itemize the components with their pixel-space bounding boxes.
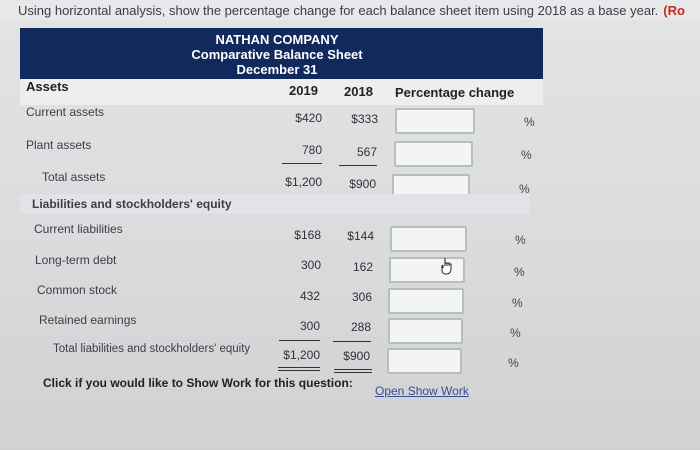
column-2019: 2019 [289, 83, 318, 98]
value-2019-common-stock: 432 [299, 289, 320, 303]
statement-header-band [20, 28, 543, 84]
row-label-total-assets: Total assets [42, 170, 106, 184]
value-2018-long-term-debt: 162 [352, 260, 373, 274]
pct-change-input-common-stock[interactable] [388, 288, 464, 314]
assets-heading: Assets [26, 79, 69, 94]
instruction-text: Using horizontal analysis, show the perc… [0, 0, 700, 20]
open-show-work-link[interactable]: Open Show Work [375, 384, 469, 398]
value-2018-plant-assets: 567 [356, 145, 377, 159]
value-2019-plant-assets: 780 [301, 143, 322, 157]
subtotal-rule-2019 [282, 163, 322, 164]
company-name: NATHAN COMPANY [215, 32, 339, 47]
percent-sign: % [521, 148, 532, 162]
value-2018-total-assets: $900 [349, 177, 376, 191]
value-2019-current-assets: $420 [295, 111, 322, 125]
instruction-reference: (Ro [663, 3, 685, 18]
value-2018-current-assets: $333 [351, 112, 378, 126]
pct-change-input-plant-assets[interactable] [394, 141, 473, 167]
percent-sign: % [510, 326, 521, 340]
pct-change-input-current-assets[interactable] [395, 108, 475, 134]
percent-sign: % [514, 265, 525, 279]
section-liabilities-heading: Liabilities and stockholders' equity [32, 197, 232, 211]
pct-change-input-retained-earnings[interactable] [388, 318, 463, 344]
subtotal-rule-2018 [333, 341, 371, 342]
percent-sign: % [508, 356, 519, 370]
row-label-current-assets: Current assets [26, 105, 105, 119]
row-label-current-liabilities: Current liabilities [34, 222, 123, 236]
pct-change-input-current-liabilities[interactable] [390, 226, 467, 252]
subtotal-rule-2019 [279, 340, 320, 341]
show-work-prompt: Click if you would like to Show Work for… [43, 376, 353, 390]
hand-cursor-icon [441, 258, 452, 275]
value-2019-retained-earnings: 300 [299, 319, 320, 333]
percent-sign: % [524, 115, 535, 129]
value-2019-long-term-debt: 300 [300, 258, 321, 272]
row-label-total-liabilities-equity: Total liabilities and stockholders' equi… [53, 343, 251, 355]
statement-title: Comparative Balance Sheet [191, 47, 363, 62]
column-header-band [20, 79, 543, 105]
pct-change-input-total-liabilities-equity[interactable] [387, 348, 462, 374]
row-label-common-stock: Common stock [37, 283, 118, 297]
instruction-main: Using horizontal analysis, show the perc… [18, 3, 659, 18]
section-band [20, 194, 530, 214]
pct-change-input-long-term-debt[interactable] [389, 257, 465, 283]
percent-sign: % [512, 296, 523, 310]
row-label-plant-assets: Plant assets [26, 138, 92, 152]
value-2019-total-assets: $1,200 [285, 175, 322, 189]
value-2018-common-stock: 306 [351, 290, 372, 304]
value-2019-current-liabilities: $168 [294, 228, 321, 242]
value-2018-retained-earnings: 288 [350, 320, 371, 334]
value-2018-total-liabilities-equity: $900 [343, 349, 370, 363]
statement-date: December 31 [236, 62, 318, 77]
total-double-rule-2019 [278, 367, 320, 371]
value-2018-current-liabilities: $144 [347, 229, 374, 243]
row-label-long-term-debt: Long-term debt [35, 253, 117, 267]
subtotal-rule-2018 [339, 165, 377, 166]
row-label-retained-earnings: Retained earnings [39, 313, 137, 327]
percent-sign: % [515, 233, 526, 247]
total-double-rule-2018 [334, 369, 372, 373]
column-percentage-change: Percentage change [395, 85, 515, 100]
percent-sign: % [519, 182, 530, 196]
value-2019-total-liabilities-equity: $1,200 [283, 348, 320, 362]
column-2018: 2018 [344, 84, 373, 99]
